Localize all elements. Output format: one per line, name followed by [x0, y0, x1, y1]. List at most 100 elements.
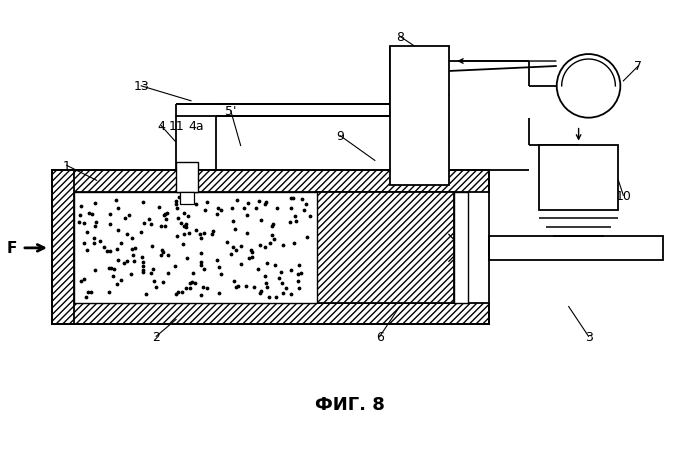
Point [138, 258, 149, 266]
Point [153, 204, 164, 212]
Point [127, 246, 138, 253]
Point [243, 255, 254, 263]
Point [170, 291, 181, 298]
Point [78, 220, 89, 228]
Point [85, 289, 96, 296]
Point [236, 261, 247, 268]
Point [89, 235, 100, 242]
Point [215, 207, 226, 214]
Point [183, 230, 194, 237]
Point [162, 270, 173, 278]
Text: 4: 4 [157, 120, 165, 133]
Point [273, 275, 284, 282]
Bar [539, 146, 619, 211]
Point [289, 213, 301, 221]
Point [229, 278, 240, 285]
Point [259, 201, 271, 208]
Text: 2: 2 [152, 330, 160, 343]
Point [295, 270, 306, 277]
Point [261, 283, 273, 291]
Point [89, 200, 101, 207]
Point [98, 244, 109, 251]
Point [296, 196, 308, 203]
Text: ФИГ. 8: ФИГ. 8 [315, 395, 385, 413]
Point [138, 268, 149, 276]
Bar [73, 193, 317, 303]
Bar [52, 171, 489, 193]
Bar [317, 193, 454, 303]
Point [125, 270, 136, 278]
Point [178, 223, 189, 230]
Point [284, 219, 296, 226]
Point [225, 251, 236, 258]
Point [251, 205, 262, 212]
Point [81, 228, 92, 236]
Point [170, 198, 181, 205]
Point [301, 234, 312, 241]
Point [260, 279, 271, 287]
Point [199, 207, 210, 214]
Bar [52, 303, 489, 325]
Point [123, 212, 134, 220]
Point [138, 267, 149, 274]
Point [259, 243, 271, 251]
Point [110, 197, 122, 204]
Point [246, 254, 257, 261]
Point [108, 266, 119, 273]
Point [86, 211, 97, 218]
Point [75, 278, 87, 285]
Point [207, 231, 218, 238]
Point [271, 205, 282, 212]
Point [113, 257, 124, 264]
Point [160, 216, 171, 223]
Point [129, 244, 140, 252]
Point [146, 243, 157, 250]
Point [91, 219, 102, 226]
Point [285, 290, 296, 298]
Point [187, 278, 198, 286]
Point [255, 242, 266, 249]
Point [104, 211, 115, 218]
Point [103, 264, 114, 272]
Point [173, 288, 184, 296]
Point [127, 235, 138, 242]
Point [88, 240, 99, 247]
Point [261, 198, 272, 206]
Point [289, 240, 300, 247]
Bar [454, 193, 468, 303]
Point [171, 233, 182, 241]
Point [120, 215, 131, 222]
Point [208, 228, 219, 235]
Bar [52, 171, 73, 325]
Point [253, 197, 264, 205]
Point [190, 279, 201, 287]
Point [213, 263, 224, 271]
Point [201, 285, 212, 293]
Point [280, 285, 291, 292]
Point [263, 294, 274, 301]
Point [294, 262, 305, 269]
Point [81, 247, 92, 254]
Point [80, 294, 92, 301]
Point [162, 252, 173, 259]
Point [101, 248, 113, 255]
Point [252, 265, 264, 273]
Point [288, 195, 299, 202]
Text: 6: 6 [376, 330, 384, 343]
Text: 1: 1 [63, 160, 71, 172]
Point [293, 284, 304, 292]
Point [298, 207, 310, 214]
Text: 4a: 4a [188, 120, 203, 133]
Point [147, 266, 158, 273]
Point [256, 217, 267, 224]
Point [180, 284, 192, 292]
Text: 11: 11 [168, 120, 184, 133]
Point [172, 205, 183, 212]
Point [222, 238, 233, 246]
Point [127, 252, 138, 259]
Point [278, 242, 289, 249]
Point [231, 197, 243, 204]
Point [90, 223, 101, 230]
Point [155, 252, 166, 259]
Point [113, 205, 124, 212]
